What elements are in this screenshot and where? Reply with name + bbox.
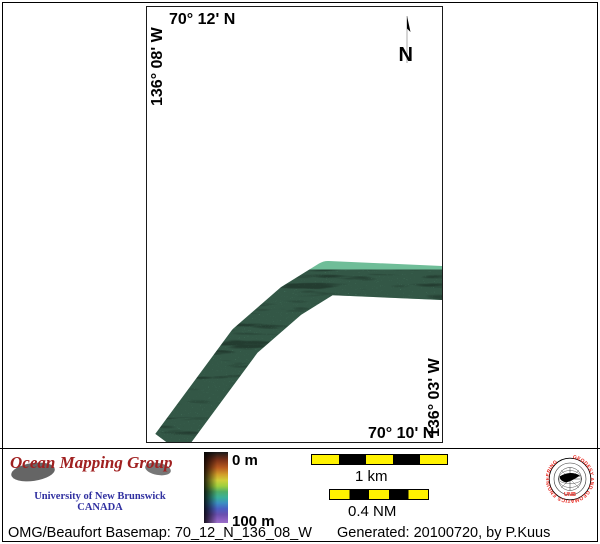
svg-text:N: N [399, 44, 413, 65]
svg-text:UNB: UNB [564, 492, 576, 498]
